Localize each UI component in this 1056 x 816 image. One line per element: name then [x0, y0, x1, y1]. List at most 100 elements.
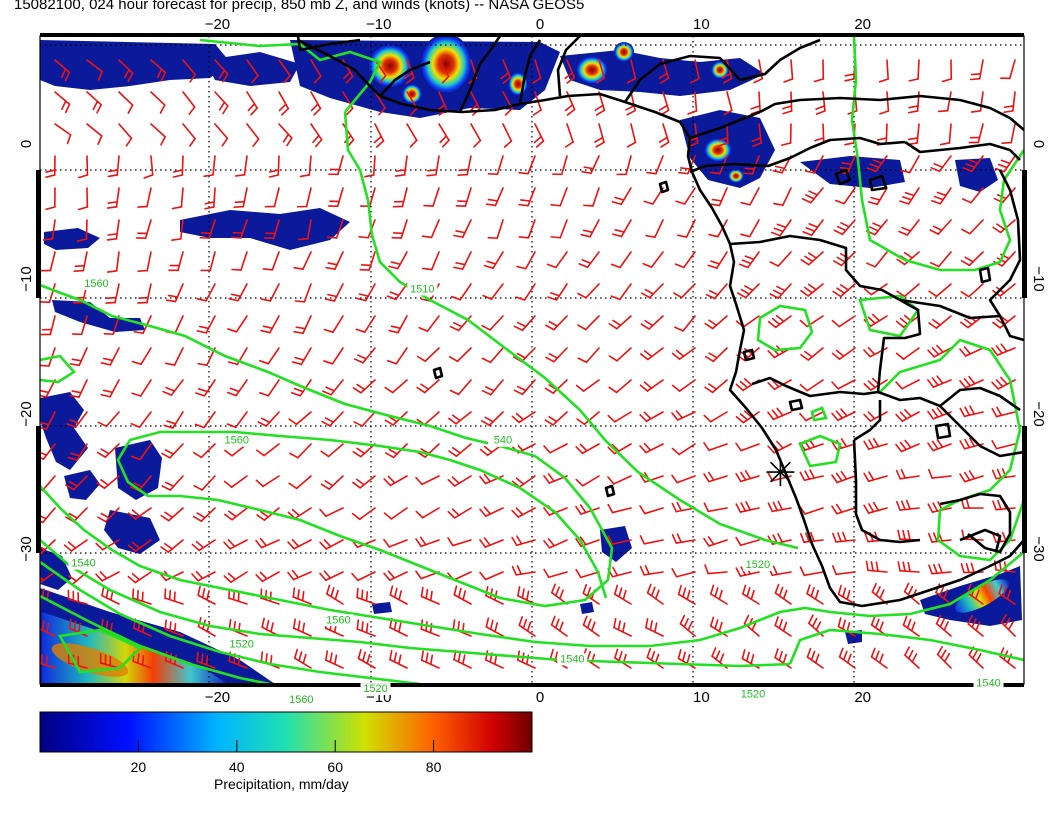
wind-barb-feather — [282, 133, 290, 143]
wind-barb-feather — [743, 378, 753, 386]
wind-barb-feather — [479, 571, 487, 581]
wind-barb — [388, 539, 408, 548]
wind-barb — [86, 59, 103, 73]
wind-barb-feather — [420, 586, 424, 598]
wind-barb-feather — [256, 449, 265, 457]
wind-barb-feather — [74, 264, 86, 268]
wind-barb-feather — [872, 222, 883, 228]
wind-barb-feather — [654, 653, 660, 664]
wind-barb-feather — [357, 354, 367, 360]
wind-barb-feather — [735, 383, 744, 392]
wind-barb-feather — [1000, 159, 1011, 165]
wind-barb-feather — [814, 589, 820, 600]
wind-barb — [169, 475, 184, 491]
wind-barb-feather — [960, 259, 971, 267]
wind-barb-feather — [703, 473, 710, 483]
wind-barb-feather — [554, 618, 560, 629]
wind-barb-feather — [102, 357, 114, 362]
colorbar-label: Precipitation, mm/day — [214, 776, 349, 792]
wind-barb-feather — [365, 591, 369, 602]
wind-barb-feather — [489, 619, 494, 631]
wind-barb-feather — [842, 650, 848, 661]
wind-barb-feather — [164, 542, 174, 550]
wind-barb — [134, 539, 152, 552]
wind-barb-feather — [969, 77, 981, 81]
wind-barb-feather — [364, 174, 375, 178]
map-title: 15082100, 024 hour forecast for precip, … — [14, 0, 585, 13]
wind-barb-feather — [294, 300, 306, 303]
wind-barb-feather — [831, 381, 839, 390]
wind-barb-feather — [259, 392, 270, 397]
wind-barb-feather — [386, 295, 397, 301]
wind-barb-feather — [771, 409, 779, 419]
wind-barb-feather — [234, 174, 246, 177]
wind-barb — [643, 539, 664, 545]
wind-barb-feather — [162, 390, 173, 396]
wind-barb — [278, 91, 290, 110]
country-border — [623, 38, 821, 103]
wind-barb-feather — [327, 262, 338, 266]
wind-barb-feather — [447, 537, 454, 547]
wind-barb-feather — [607, 503, 614, 514]
wind-barb-feather — [800, 289, 810, 297]
wind-barb — [103, 475, 120, 490]
wind-barb-feather — [770, 231, 781, 237]
wind-barb-feather — [99, 571, 108, 580]
wind-barb-feather — [441, 139, 450, 148]
wind-barb-feather — [998, 560, 1002, 572]
wind-barb — [182, 59, 197, 76]
wind-barb — [325, 571, 344, 582]
wind-barb-feather — [800, 353, 810, 361]
wind-barb — [758, 91, 761, 112]
wind-barb-feather — [483, 264, 494, 270]
contour-label: 1540 — [976, 678, 1000, 690]
wind-barb-feather — [740, 288, 750, 295]
wind-barb-feather — [868, 471, 875, 481]
wind-barb-feather — [815, 105, 826, 110]
wind-barb — [582, 379, 600, 392]
wind-barb-feather — [722, 77, 733, 84]
wind-barb-feather — [639, 353, 649, 361]
wind-barb-feather — [196, 297, 207, 302]
wind-barb-feather — [40, 545, 46, 551]
wind-barb-feather — [365, 622, 369, 634]
wind-barb — [643, 571, 664, 576]
wind-barb-feather — [835, 410, 844, 419]
wind-barb-feather — [643, 381, 653, 389]
lon-tick-label: 0 — [536, 16, 544, 33]
wind-barb — [838, 315, 856, 328]
wind-barb-feather — [479, 539, 487, 548]
wind-barb-feather — [867, 201, 879, 206]
wind-barb-feather — [808, 223, 819, 229]
wind-barb-feather — [131, 392, 142, 397]
wind-barb — [72, 475, 88, 491]
wind-barb-feather — [810, 587, 815, 598]
wind-barb-feather — [643, 350, 653, 358]
wind-barb-feather — [975, 653, 982, 663]
wind-barb-feather — [721, 72, 732, 79]
country-border — [939, 386, 1021, 412]
wind-barb — [489, 315, 504, 331]
wind-barb-feather — [899, 441, 907, 451]
wind-barb-feather — [68, 618, 72, 630]
wind-barb — [310, 59, 322, 78]
wind-barb-feather — [895, 381, 903, 390]
wind-barb-feather — [345, 75, 354, 84]
wind-barb-feather — [968, 470, 976, 480]
wind-barb-feather — [40, 618, 41, 620]
wind-barb — [552, 411, 568, 426]
wind-barb-feather — [71, 390, 82, 394]
wind-barb-feather — [910, 621, 916, 632]
wind-barb-feather — [992, 532, 997, 543]
wind-barb — [654, 219, 664, 239]
wind-barb-feather — [288, 482, 298, 490]
wind-barb-feather — [671, 384, 681, 392]
wind-barb-feather — [683, 618, 689, 628]
wind-barb-feather — [384, 452, 395, 459]
island — [432, 366, 444, 380]
wind-barb — [931, 475, 952, 479]
wind-barb-feather — [532, 77, 542, 84]
wind-barb-feather — [487, 198, 499, 202]
precip-cell — [372, 602, 392, 614]
wind-barb-feather — [164, 511, 174, 519]
